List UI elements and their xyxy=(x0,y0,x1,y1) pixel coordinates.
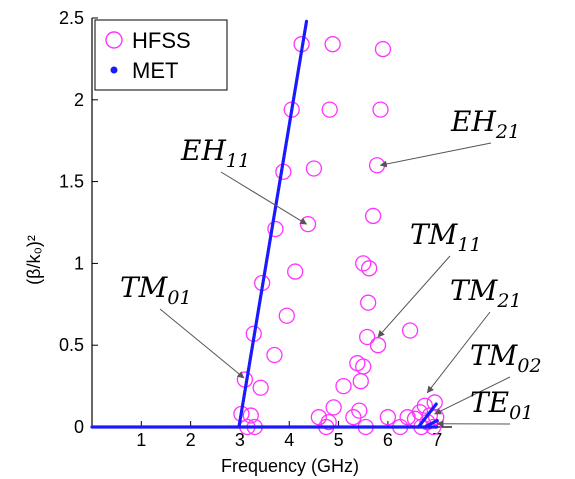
hfss-point xyxy=(324,36,341,53)
hfss-point xyxy=(266,346,283,364)
met-series xyxy=(90,19,439,429)
mode-arrow xyxy=(220,171,308,225)
legend: HFSS MET xyxy=(94,19,228,91)
hfss-point xyxy=(287,263,304,280)
mode-label-tm11: TM11 xyxy=(377,218,482,338)
hfss-point xyxy=(299,215,317,233)
hfss-point xyxy=(355,255,372,272)
mode-label-te01: TE01 xyxy=(436,386,533,428)
y-axis-label: (β/k₀)² xyxy=(24,235,44,285)
hfss-point xyxy=(364,207,382,225)
x-tick-label: 7 xyxy=(432,430,442,450)
hfss-point xyxy=(310,409,327,426)
y-tick-label: 1.5 xyxy=(59,172,84,192)
hfss-point xyxy=(352,373,369,390)
hfss-point xyxy=(372,101,389,118)
hfss-point xyxy=(325,399,342,416)
hfss-point xyxy=(242,407,259,424)
hfss-point xyxy=(305,160,323,177)
mode-label-text: TM11 xyxy=(410,218,482,256)
hfss-point xyxy=(320,413,337,431)
mode-label-tm01: TM01 xyxy=(120,271,245,379)
y-tick-label: 2.5 xyxy=(59,8,84,28)
y-tick-label: 0 xyxy=(74,417,84,437)
hfss-point xyxy=(416,397,434,414)
hfss-point xyxy=(360,294,377,311)
hfss-point xyxy=(351,402,368,419)
mode-label-text: TM01 xyxy=(120,271,192,309)
x-tick-label: 1 xyxy=(136,430,146,450)
hfss-point xyxy=(359,328,376,346)
legend-label-hfss: HFSS xyxy=(132,28,191,53)
mode-label-text: TE01 xyxy=(470,386,533,424)
x-tick-label: 5 xyxy=(334,430,344,450)
hfss-point xyxy=(335,377,352,395)
hfss-point xyxy=(361,260,378,277)
x-tick-label: 4 xyxy=(284,430,294,450)
legend-box xyxy=(94,19,228,91)
x-axis-label: Frequency (GHz) xyxy=(221,456,359,476)
hfss-point xyxy=(278,307,295,324)
mode-arrow xyxy=(377,255,451,338)
y-tick-label: 1 xyxy=(74,253,84,273)
hfss-point xyxy=(252,379,269,396)
hfss-point xyxy=(349,355,366,372)
met-curve xyxy=(423,418,439,429)
mode-label-eh11: EH11 xyxy=(180,134,308,225)
hfss-point xyxy=(369,337,387,354)
mode-label-text: EH11 xyxy=(180,134,250,172)
y-tick-label: 0.5 xyxy=(59,335,84,355)
hfss-point xyxy=(345,409,362,426)
mode-label-text: EH21 xyxy=(450,105,520,143)
met-curve xyxy=(416,402,438,429)
y-tick-label: 2 xyxy=(74,90,84,110)
hfss-point xyxy=(374,40,392,58)
mode-arrow xyxy=(434,376,511,415)
mode-label-text: TM02 xyxy=(470,339,542,377)
hfss-point xyxy=(321,101,338,118)
met-curve xyxy=(237,19,309,429)
x-tick-label: 6 xyxy=(383,430,393,450)
annotations: TM01 EH11 EH21 TM11 TM21 TM02 TE01 xyxy=(120,105,542,428)
mode-arrow xyxy=(159,308,245,379)
legend-marker-hfss xyxy=(105,31,123,49)
mode-label-tm21: TM21 xyxy=(426,274,522,394)
hfss-point xyxy=(355,358,372,375)
x-tick-label: 2 xyxy=(186,430,196,450)
mode-label-text: TM21 xyxy=(450,274,522,312)
x-tick-label: 3 xyxy=(235,430,245,450)
hfss-point xyxy=(401,322,419,339)
hfss-point xyxy=(379,409,397,426)
hfss-point xyxy=(267,220,284,238)
mode-label-tm02: TM02 xyxy=(434,339,542,415)
mode-arrow xyxy=(426,311,491,394)
mode-arrow xyxy=(379,142,492,168)
mode-label-eh21: EH21 xyxy=(379,105,520,168)
legend-label-met: MET xyxy=(132,58,178,83)
legend-marker-met xyxy=(110,66,118,74)
